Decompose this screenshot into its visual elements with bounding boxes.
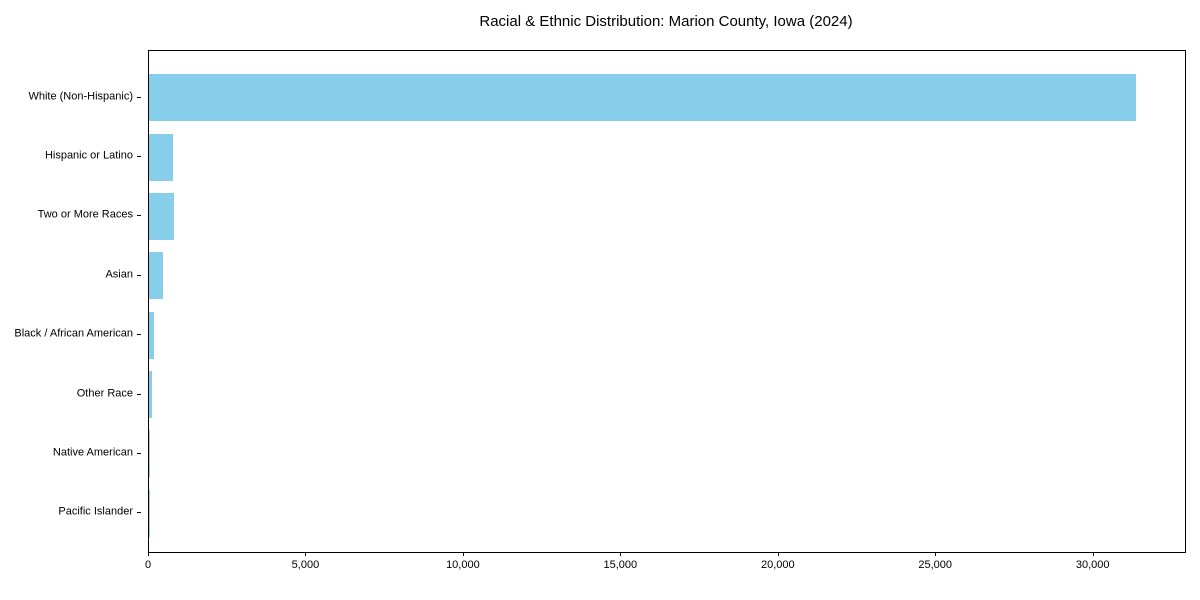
y-tick-mark	[137, 275, 141, 276]
y-tick-label-two-or-more-races: Two or More Races	[37, 208, 133, 221]
x-tick-label-5-000: 5,000	[291, 559, 320, 571]
y-tick-label-white-non-hispanic: White (Non-Hispanic)	[28, 90, 133, 103]
y-tick-mark	[137, 394, 141, 395]
x-tick-label-20-000: 20,000	[760, 559, 795, 571]
x-tick-label-0: 0	[144, 559, 152, 571]
x-tick-mark	[777, 552, 779, 556]
y-tick-label-black-african-american: Black / African American	[14, 327, 133, 340]
bar-hispanic-or-latino	[149, 133, 174, 181]
x-axis: 0 5,000 10,000 15,000 20,000 25,000 30,000	[144, 552, 1184, 582]
y-tick-label-other-race: Other Race	[76, 387, 133, 400]
bar-black-african-american	[149, 311, 155, 359]
bar-other-race	[149, 371, 152, 419]
bar-asian	[149, 252, 164, 300]
x-tick-label-10-000: 10,000	[446, 559, 480, 571]
x-tick-mark	[148, 552, 149, 556]
y-tick-mark	[137, 512, 141, 513]
x-tick-label-25-000: 25,000	[918, 559, 953, 571]
plot-area	[148, 50, 1186, 553]
bar-white-non-hispanic	[149, 74, 1137, 122]
y-tick-mark	[137, 453, 141, 454]
y-axis: White (Non-Hispanic) Hispanic or Latino Tw…	[0, 50, 141, 551]
chart-title: Racial & Ethnic Distribution: Marion Cou…	[479, 13, 853, 30]
x-tick-mark	[1092, 552, 1094, 556]
x-tick-label-15-000: 15,000	[603, 559, 638, 571]
y-tick-mark	[137, 334, 141, 335]
y-tick-label-pacific-islander: Pacific Islander	[58, 505, 133, 518]
y-tick-label-hispanic-or-latino: Hispanic or Latino	[44, 149, 133, 162]
y-tick-mark	[137, 97, 141, 98]
y-tick-mark	[137, 156, 141, 157]
x-tick-mark	[462, 552, 464, 556]
x-tick-mark	[305, 552, 307, 556]
x-tick-mark	[935, 552, 937, 556]
bar-two-or-more-races	[149, 192, 175, 240]
x-tick-mark	[620, 552, 622, 556]
x-tick-label-30-000: 30,000	[1075, 559, 1110, 571]
y-tick-label-asian: Asian	[105, 268, 133, 281]
y-tick-mark	[137, 215, 141, 216]
y-tick-label-native-american: Native American	[52, 446, 133, 459]
